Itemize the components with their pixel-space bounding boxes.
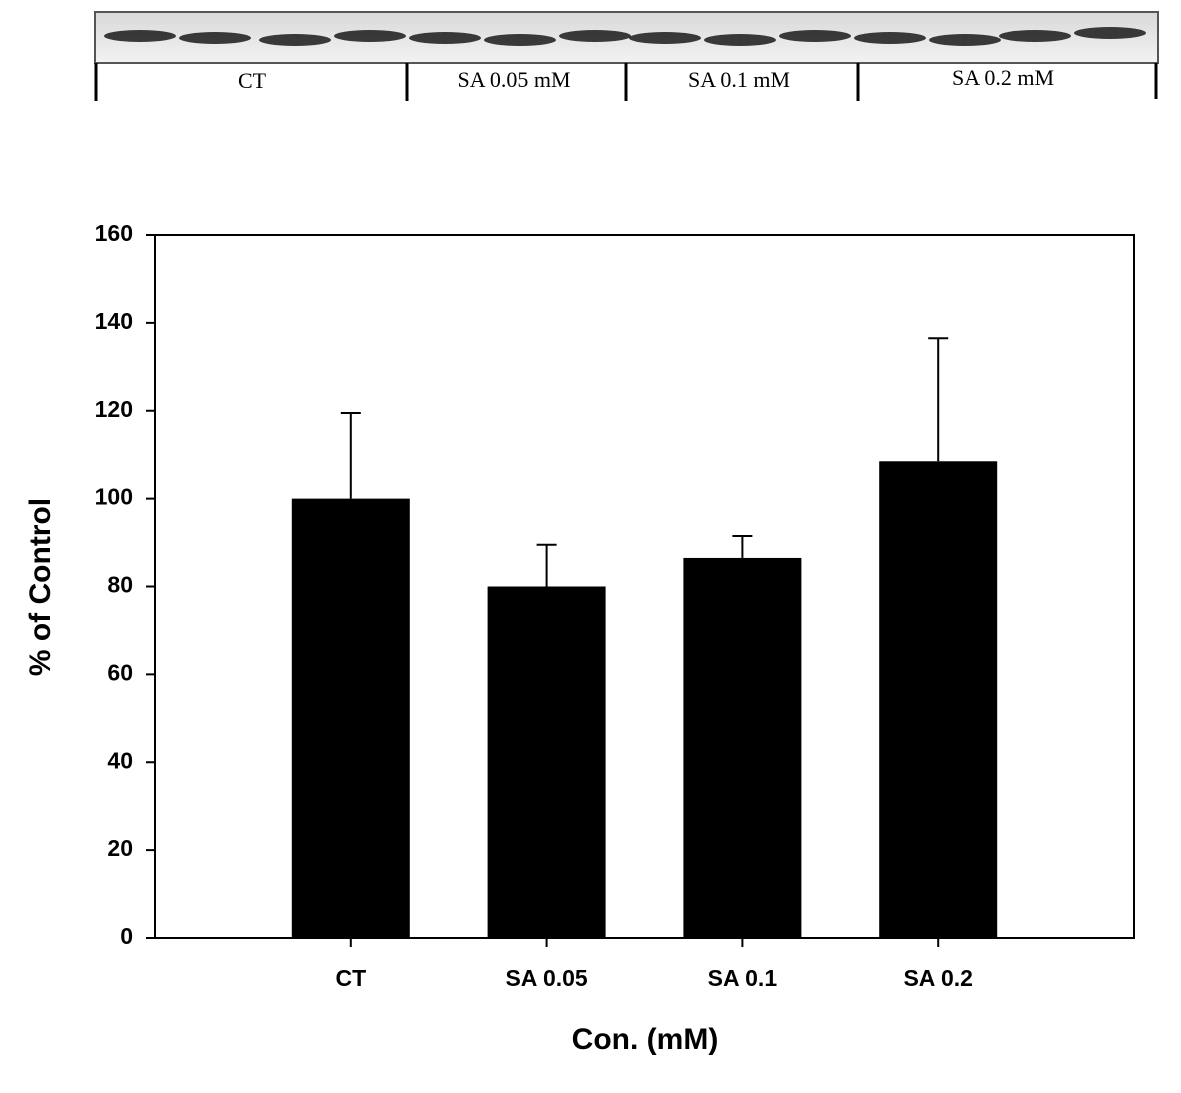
bar [879, 461, 998, 938]
bar [291, 498, 410, 938]
lane-dividers [94, 63, 1158, 101]
gel-band [704, 34, 776, 46]
y-tick-label: 160 [95, 220, 133, 246]
y-tick-label: 40 [107, 747, 133, 773]
y-tick-label: 120 [95, 396, 133, 422]
lane-label: SA 0.1 mM [688, 67, 790, 92]
lane-label: SA 0.2 mM [952, 65, 1054, 90]
y-tick-label: 140 [95, 308, 133, 334]
error-bar [340, 411, 361, 499]
x-axis-label: Con. (mM) [572, 1023, 719, 1056]
x-tick-label: SA 0.2 [903, 965, 972, 991]
gel-band [334, 30, 406, 42]
bar [683, 557, 802, 938]
x-tick-label: SA 0.1 [708, 965, 778, 991]
lane-label: CT [238, 68, 267, 93]
gel-bands [104, 27, 1146, 46]
bar [487, 586, 606, 938]
y-tick-label: 20 [107, 835, 133, 861]
gel-band [854, 32, 926, 44]
error-bar [536, 543, 557, 587]
gel-band [104, 30, 176, 42]
gel-band [409, 32, 481, 44]
error-bar [732, 534, 753, 558]
x-tick-label: SA 0.05 [505, 965, 587, 991]
gel-band [629, 32, 701, 44]
lane-label: SA 0.05 mM [457, 67, 570, 92]
gel-band [999, 30, 1071, 42]
y-tick-label: 60 [107, 659, 133, 685]
y-axis-label: % of Control [24, 498, 57, 676]
gel-band [929, 34, 1001, 46]
y-tick-label: 80 [107, 572, 133, 598]
gel-band [559, 30, 631, 42]
gel-band [179, 32, 251, 44]
y-tick-label: 0 [120, 923, 133, 949]
gel-band [259, 34, 331, 46]
error-bar [928, 337, 949, 462]
gel-band [1074, 27, 1146, 39]
x-tick-label: CT [335, 965, 366, 991]
y-tick-label: 100 [95, 484, 133, 510]
gel-band [779, 30, 851, 42]
gel-band [484, 34, 556, 46]
blot: CT SA 0.05 mM SA 0.1 mM SA 0.2 mM [94, 11, 1159, 101]
